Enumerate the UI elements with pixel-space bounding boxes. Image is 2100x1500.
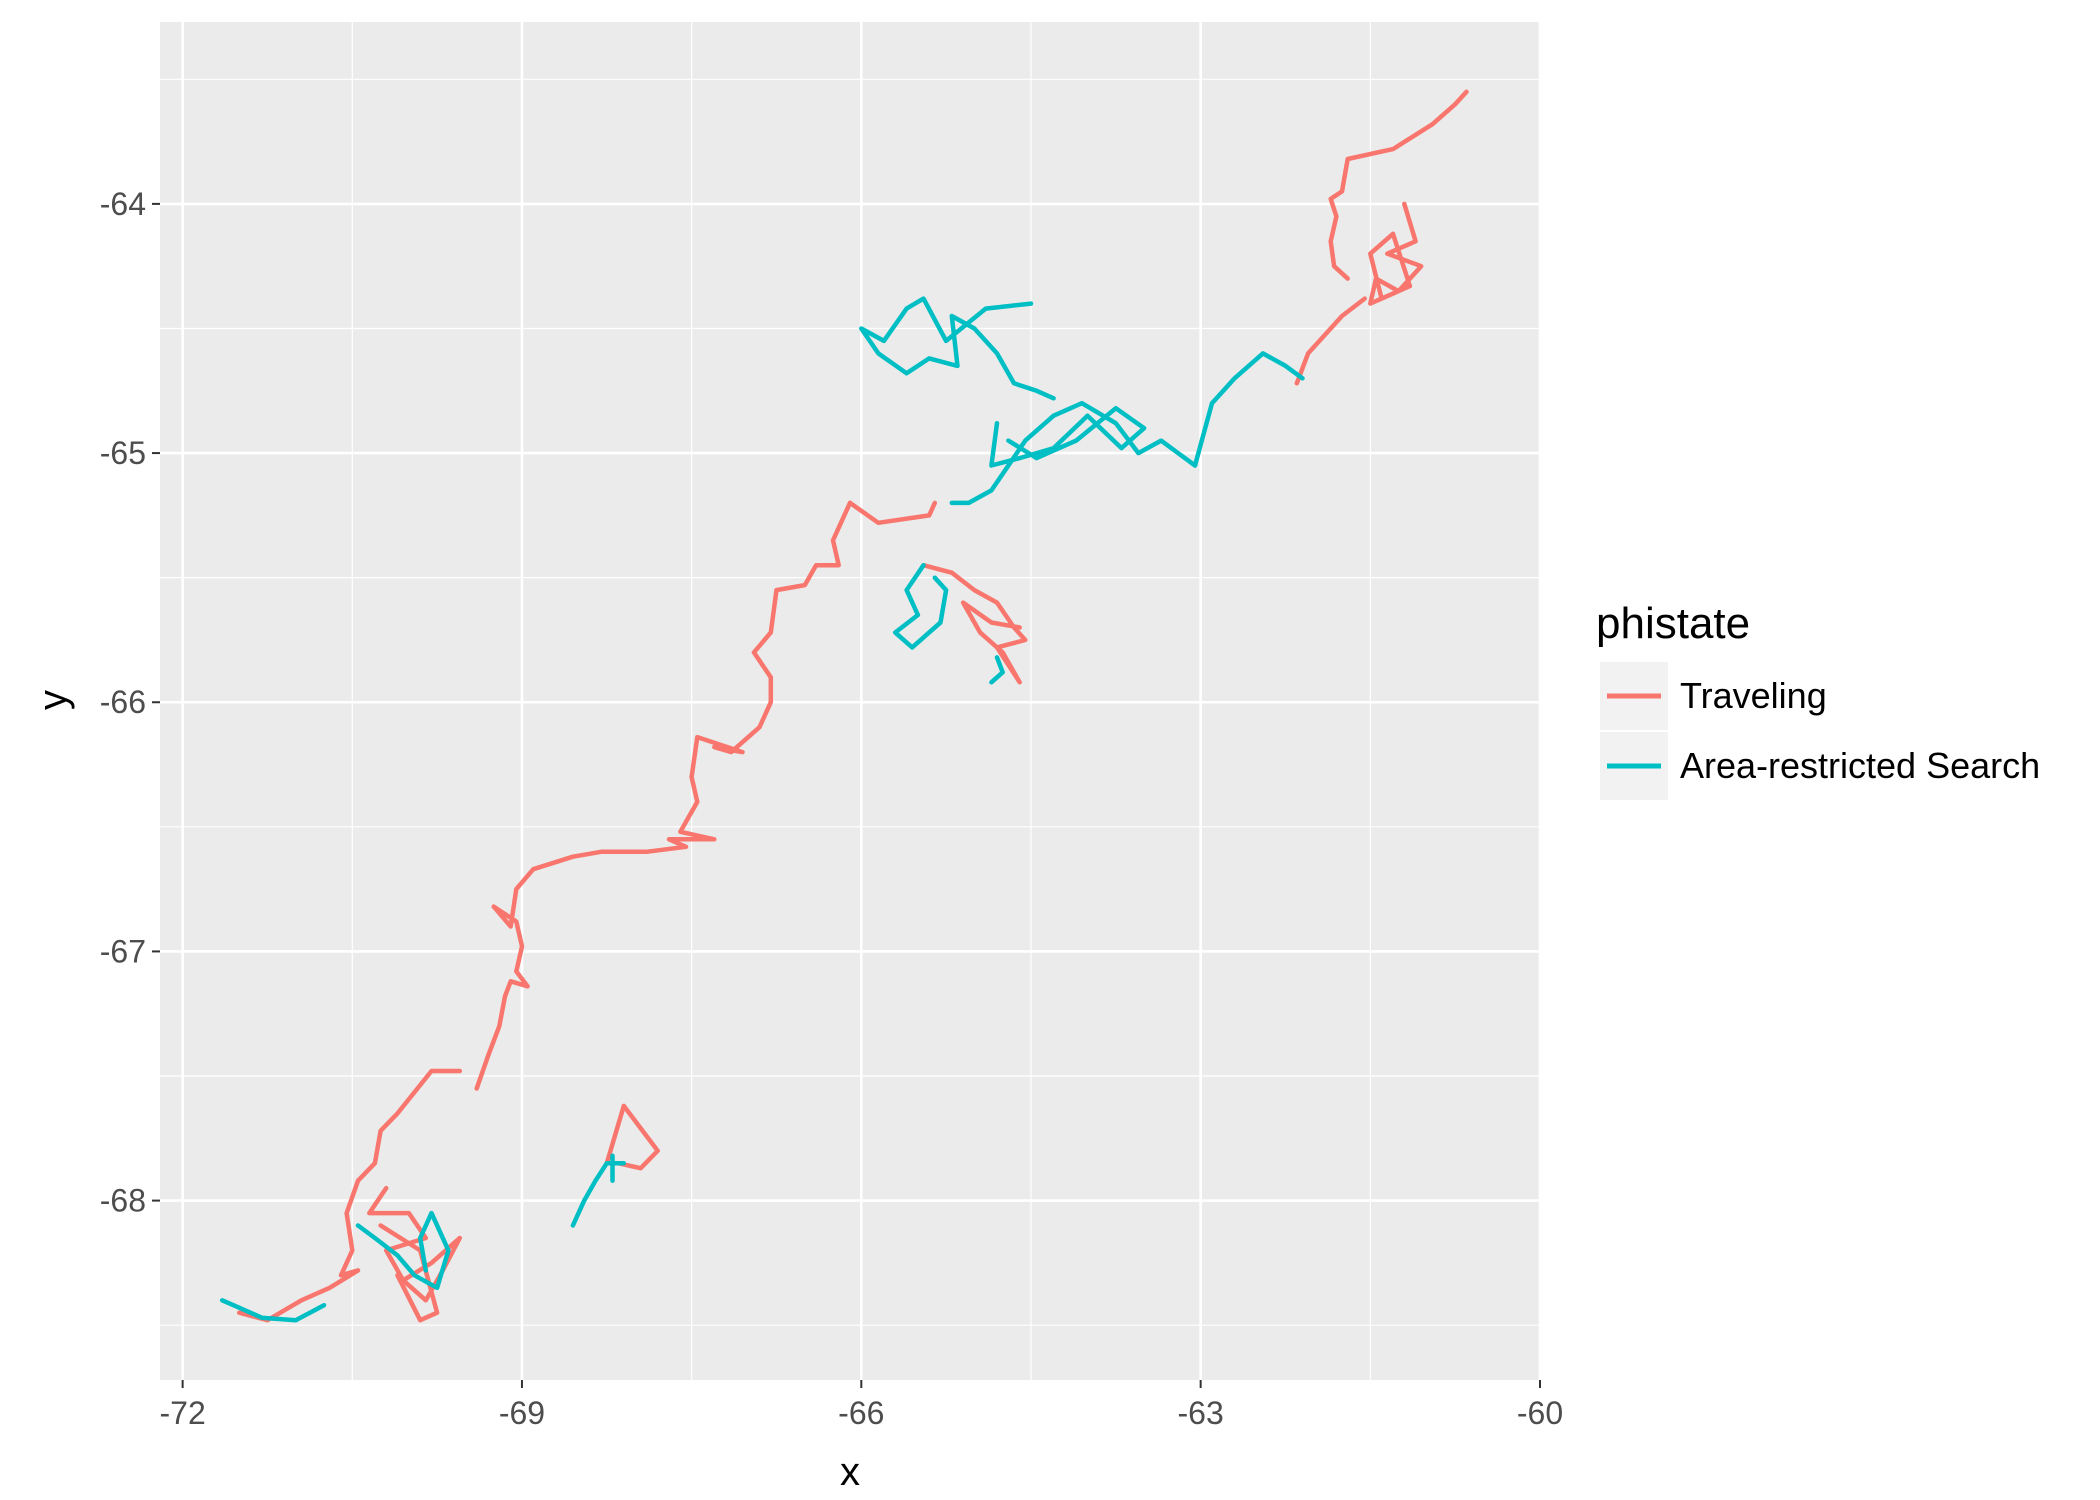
track-segment-traveling-1 <box>1368 201 1424 306</box>
y-tick-label: -64 <box>100 186 146 222</box>
track-segment-traveling-6 <box>367 1185 463 1323</box>
x-tick-label: -69 <box>499 1395 545 1431</box>
legend-label-traveling: Traveling <box>1680 675 1827 716</box>
x-tick-label: -60 <box>1517 1395 1563 1431</box>
legend-title: phistate <box>1596 599 1750 648</box>
track-segment-area-restricted-search-2 <box>859 296 1056 401</box>
legend-label-area-restricted-search: Area-restricted Search <box>1680 745 2040 786</box>
grid-lines <box>160 22 1542 1380</box>
x-tick-label: -63 <box>1178 1395 1224 1431</box>
track-segment-traveling-0 <box>1328 89 1469 281</box>
track-segment-area-restricted-search-1 <box>1192 351 1305 468</box>
track-segment-area-restricted-search-4 <box>892 562 949 650</box>
legend: phistate Traveling Area-restricted Searc… <box>1596 599 2040 800</box>
x-axis-title: x <box>840 1450 860 1494</box>
track-segment-traveling-3 <box>847 500 938 526</box>
y-axis-title: y <box>31 690 75 710</box>
track-segment-traveling-4 <box>474 500 853 1091</box>
y-tick-label: -66 <box>100 684 146 720</box>
x-tick-label: -72 <box>159 1395 205 1431</box>
track-segment-traveling-7 <box>921 562 1028 685</box>
track-segment-area-restricted-search-6 <box>219 1298 327 1323</box>
axis-ticks: -72 -69 -66 -63 -60 -64 -65 -66 -67 -68 <box>100 186 1563 1431</box>
track-segment-traveling-5 <box>236 1068 463 1323</box>
x-tick-label: -66 <box>838 1395 884 1431</box>
y-tick-label: -67 <box>100 933 146 969</box>
track-segment-traveling-2 <box>1294 296 1367 386</box>
track-segment-area-restricted-search-5 <box>989 655 1005 685</box>
track-lines <box>219 89 1469 1323</box>
y-tick-label: -68 <box>100 1183 146 1219</box>
track-segment-area-restricted-search-7 <box>355 1210 451 1291</box>
y-tick-label: -65 <box>100 435 146 471</box>
track-segment-traveling-8 <box>604 1103 660 1171</box>
track-segment-area-restricted-search-0 <box>949 400 1198 506</box>
track-segment-area-restricted-search-3 <box>989 405 1147 468</box>
